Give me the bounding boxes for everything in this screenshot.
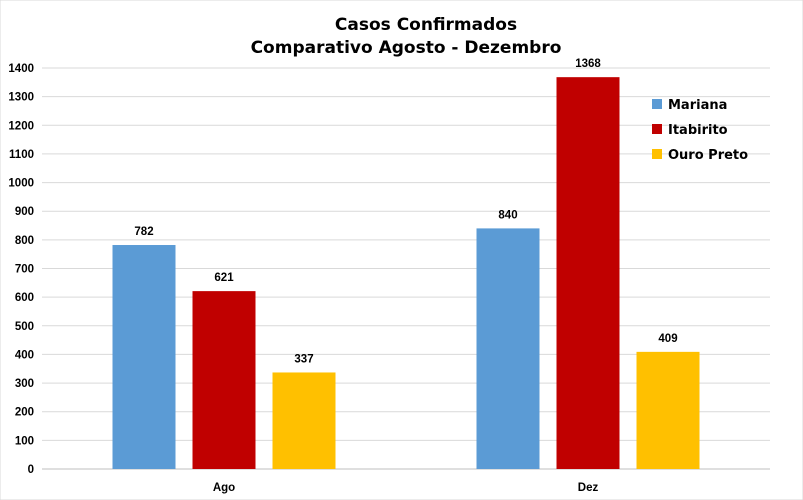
- bar-itabirito-dez: [556, 77, 620, 469]
- bar-ouro-preto-ago: [272, 372, 336, 469]
- y-tick-label: 100: [15, 435, 34, 447]
- data-label: 782: [134, 226, 153, 238]
- bar-itabirito-ago: [192, 291, 256, 469]
- x-axis-ticks: Ago Dez: [213, 482, 599, 494]
- legend-swatch: [652, 124, 662, 134]
- bar-ouro-preto-dez: [636, 351, 700, 469]
- y-tick-label: 900: [15, 206, 34, 218]
- y-tick-label: 200: [15, 407, 34, 419]
- bar-mariana-dez: [476, 228, 540, 469]
- legend-label: Mariana: [668, 98, 727, 113]
- y-tick-label: 1300: [8, 92, 34, 104]
- y-axis-ticks: 0 100 200 300 400 500 600 700 800 900 1000 1100 1200…: [8, 63, 34, 476]
- y-tick-label: 600: [15, 292, 34, 304]
- bar-mariana-ago: [112, 245, 176, 469]
- y-tick-label: 700: [15, 264, 34, 276]
- legend-label: Itabirito: [668, 123, 728, 138]
- y-tick-label: 1400: [8, 63, 34, 75]
- y-tick-label: 500: [15, 321, 34, 333]
- legend-swatch: [652, 99, 662, 109]
- y-tick-label: 300: [15, 378, 34, 390]
- chart-subtitle: Comparativo Agosto - Dezembro: [251, 38, 562, 58]
- legend-label: Ouro Preto: [668, 148, 748, 163]
- data-label: 840: [498, 209, 517, 221]
- y-tick-label: 400: [15, 349, 34, 361]
- y-tick-label: 1000: [8, 178, 34, 190]
- legend-swatch: [652, 149, 662, 159]
- y-tick-label: 1100: [9, 149, 34, 161]
- y-tick-label: 1200: [8, 120, 34, 132]
- x-tick-label: Ago: [213, 482, 235, 494]
- data-label: 621: [214, 272, 234, 284]
- y-tick-label: 0: [28, 464, 34, 476]
- data-label: 337: [294, 353, 313, 365]
- data-label: 409: [658, 333, 677, 345]
- bars: [112, 77, 700, 469]
- data-label: 1368: [575, 58, 601, 70]
- y-tick-label: 800: [15, 235, 34, 247]
- data-labels: 782 621 337 840 1368 409: [134, 58, 677, 365]
- legend: Mariana Itabirito Ouro Preto: [652, 98, 748, 163]
- chart-title: Casos Confirmados: [335, 15, 517, 35]
- x-tick-label: Dez: [578, 482, 599, 494]
